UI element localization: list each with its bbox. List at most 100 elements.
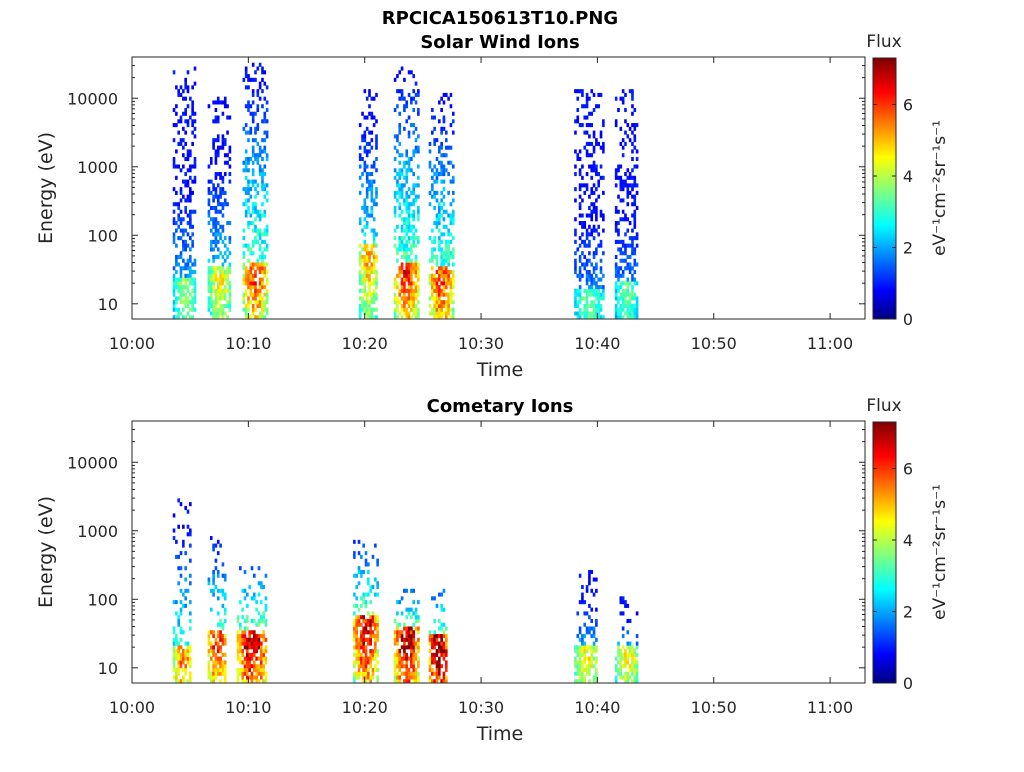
flux-cell: [595, 228, 598, 233]
flux-cell: [175, 221, 178, 226]
flux-cell: [216, 153, 220, 158]
flux-cell: [370, 315, 374, 320]
flux-cell: [393, 618, 397, 624]
flux-cell: [578, 277, 582, 282]
flux-cell: [574, 660, 577, 665]
flux-cell: [186, 89, 190, 94]
flux-cell: [614, 281, 618, 286]
flux-cell: [435, 198, 439, 203]
flux-cell: [189, 270, 192, 275]
flux-cell: [595, 141, 598, 146]
flux-cell: [368, 251, 371, 256]
flux-cell: [444, 224, 448, 229]
flux-cell: [414, 228, 418, 233]
flux-cell: [369, 634, 372, 639]
flux-cell: [398, 183, 402, 188]
flux-cell: [362, 615, 365, 620]
flux-cell: [172, 641, 176, 646]
flux-cell: [364, 645, 368, 650]
flux-cell: [400, 66, 404, 71]
flux-cell: [619, 652, 623, 657]
flux-cell: [261, 307, 264, 312]
flux-cell: [214, 190, 218, 195]
flux-cell: [398, 96, 402, 101]
flux-cell: [405, 224, 409, 229]
flux-cell: [353, 592, 356, 597]
flux-cell: [633, 202, 637, 207]
flux-cell: [182, 667, 185, 672]
flux-cell: [405, 239, 409, 244]
flux-cell: [179, 502, 183, 507]
flux-cell: [368, 104, 371, 109]
flux-cell: [581, 251, 584, 256]
flux-cell: [576, 303, 580, 308]
flux-cell: [599, 130, 603, 135]
flux-cell: [412, 190, 416, 195]
flux-cell: [182, 96, 185, 101]
flux-cell: [212, 232, 215, 237]
flux-cell: [259, 600, 263, 605]
flux-cell: [576, 652, 580, 657]
flux-cell: [242, 228, 246, 233]
flux-cell: [221, 664, 225, 669]
flux-cell: [212, 300, 215, 305]
flux-cell: [396, 675, 399, 680]
flux-cell: [207, 190, 211, 195]
flux-cell: [592, 145, 596, 150]
flux-cell: [444, 675, 448, 680]
flux-cell: [365, 205, 369, 211]
flux-cell: [440, 626, 443, 631]
flux-cell: [631, 277, 634, 282]
flux-cell: [374, 649, 377, 654]
flux-cell: [212, 217, 215, 222]
flux-cell: [357, 641, 361, 646]
flux-cell: [581, 296, 584, 301]
flux-cell: [410, 652, 413, 657]
flux-cell: [254, 205, 257, 211]
flux-cell: [363, 285, 367, 290]
x-tick-label: 10:30: [458, 698, 504, 717]
flux-cell: [631, 315, 634, 320]
flux-cell: [585, 270, 589, 275]
flux-cell: [398, 664, 402, 669]
flux-cell: [172, 292, 176, 297]
flux-cell: [576, 107, 580, 113]
flux-cell: [444, 168, 448, 173]
flux-cell: [214, 311, 218, 316]
flux-cell: [221, 281, 225, 286]
flux-cell: [223, 577, 227, 582]
flux-cell: [619, 164, 623, 169]
flux-cell: [614, 664, 618, 669]
flux-cell: [428, 281, 432, 286]
flux-cell: [184, 266, 187, 271]
flux-cell: [253, 664, 256, 669]
flux-cell: [216, 281, 220, 286]
flux-cell: [621, 258, 625, 263]
flux-cell: [221, 138, 225, 143]
cometary-x-label: Time: [476, 723, 524, 745]
flux-cell: [635, 641, 639, 646]
flux-cell: [626, 168, 630, 173]
flux-cell: [214, 232, 218, 237]
flux-cell: [249, 221, 253, 226]
flux-cell: [189, 528, 192, 533]
flux-cell: [357, 649, 361, 654]
flux-cell: [581, 92, 584, 97]
flux-cell: [595, 262, 598, 267]
flux-cell: [216, 569, 220, 575]
flux-cell: [619, 126, 623, 131]
flux-cell: [398, 660, 402, 665]
flux-cell: [599, 285, 603, 290]
flux-cell: [250, 664, 254, 669]
flux-cell: [449, 254, 453, 260]
flux-cell: [216, 645, 220, 650]
flux-cell: [219, 645, 222, 650]
flux-cell: [212, 258, 215, 263]
flux-cell: [177, 89, 181, 94]
flux-cell: [193, 262, 197, 267]
flux-cell: [433, 671, 436, 676]
flux-cell: [256, 300, 260, 305]
flux-cell: [578, 183, 582, 188]
flux-cell: [398, 622, 402, 627]
